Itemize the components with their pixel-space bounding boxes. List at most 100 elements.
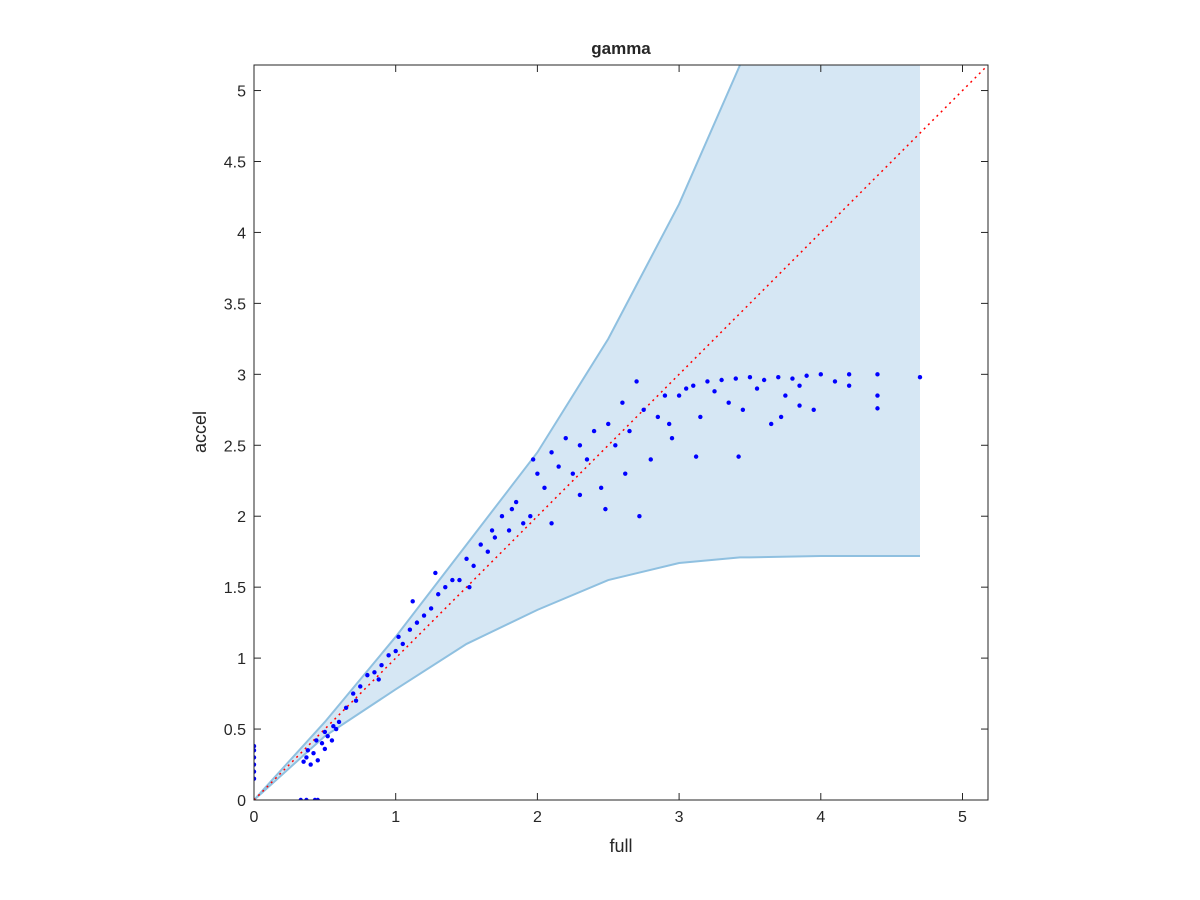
point [570, 471, 576, 476]
point [509, 506, 515, 512]
point [769, 421, 774, 427]
x-tick-label: 2 [533, 809, 542, 826]
point [584, 457, 590, 462]
point [747, 374, 753, 380]
point [308, 762, 313, 767]
point [467, 584, 472, 590]
point [662, 393, 668, 398]
point [421, 613, 427, 618]
point [305, 748, 311, 753]
point [396, 634, 401, 640]
point [542, 485, 547, 491]
point [457, 577, 462, 583]
point [350, 691, 356, 696]
point [298, 797, 303, 800]
point [804, 373, 809, 378]
band-fill [254, 65, 920, 800]
point [428, 606, 434, 611]
y-tick-label: 1.5 [224, 580, 246, 597]
point [761, 377, 767, 383]
point [676, 393, 682, 398]
band-lower-edge [254, 554, 920, 800]
point [521, 521, 526, 526]
point [336, 719, 342, 725]
point [322, 746, 328, 752]
point [528, 514, 533, 519]
y-tick-label: 4.5 [224, 154, 246, 171]
point [492, 535, 498, 540]
point [691, 383, 696, 388]
point [637, 514, 642, 519]
point [322, 729, 328, 735]
point [436, 592, 441, 597]
y-tick-label: 5 [237, 84, 246, 101]
point [623, 471, 628, 476]
point [603, 506, 608, 512]
y-tick-label: 3.5 [224, 296, 246, 313]
point [736, 454, 741, 459]
point [471, 563, 476, 569]
point [254, 755, 257, 760]
point [783, 393, 788, 398]
point [254, 762, 257, 767]
point [464, 556, 469, 561]
point [410, 599, 415, 604]
point [776, 374, 781, 380]
point [620, 400, 625, 405]
axes: 0 1 2 3 4 5 0 0.5 1 1.5 2 2.5 3 3.5 4 4.5 5 [224, 64, 989, 826]
y-tick-label: 2 [237, 509, 246, 526]
point [333, 726, 339, 732]
y-axis-label: accel [190, 411, 210, 453]
point [485, 549, 491, 554]
point [549, 450, 554, 455]
point [414, 620, 420, 625]
point [315, 758, 320, 763]
point [719, 377, 724, 383]
point [683, 386, 689, 391]
point [693, 454, 699, 459]
point [875, 393, 880, 398]
point [875, 372, 880, 377]
point [563, 435, 568, 441]
point [666, 421, 672, 427]
x-axis-label: full [609, 836, 632, 856]
point [254, 743, 257, 749]
point [450, 577, 455, 583]
point [754, 386, 760, 391]
point [875, 406, 880, 411]
x-tick-label: 1 [391, 809, 400, 826]
point [705, 379, 710, 384]
point [669, 435, 675, 441]
point [314, 738, 319, 743]
y-tick-label: 1 [237, 651, 246, 668]
point [254, 748, 257, 753]
point [353, 698, 359, 703]
point [778, 414, 784, 420]
point [386, 653, 391, 658]
point [499, 514, 505, 519]
chart-title: gamma [591, 39, 651, 58]
point [343, 705, 349, 710]
reference-line [254, 65, 988, 800]
point [712, 389, 717, 394]
point [506, 528, 512, 533]
point [613, 443, 618, 448]
x-tick-label: 0 [250, 809, 259, 826]
point [655, 414, 661, 420]
x-tick-label: 5 [958, 809, 967, 826]
point [634, 379, 639, 384]
point [311, 750, 316, 756]
point [698, 414, 703, 420]
point [254, 776, 257, 781]
point [577, 492, 583, 498]
point [407, 627, 413, 632]
point [591, 428, 597, 434]
point [797, 383, 802, 388]
point [577, 443, 583, 448]
point [325, 733, 330, 739]
point [726, 400, 731, 405]
point [358, 684, 363, 689]
point [304, 797, 309, 800]
point [846, 383, 852, 388]
